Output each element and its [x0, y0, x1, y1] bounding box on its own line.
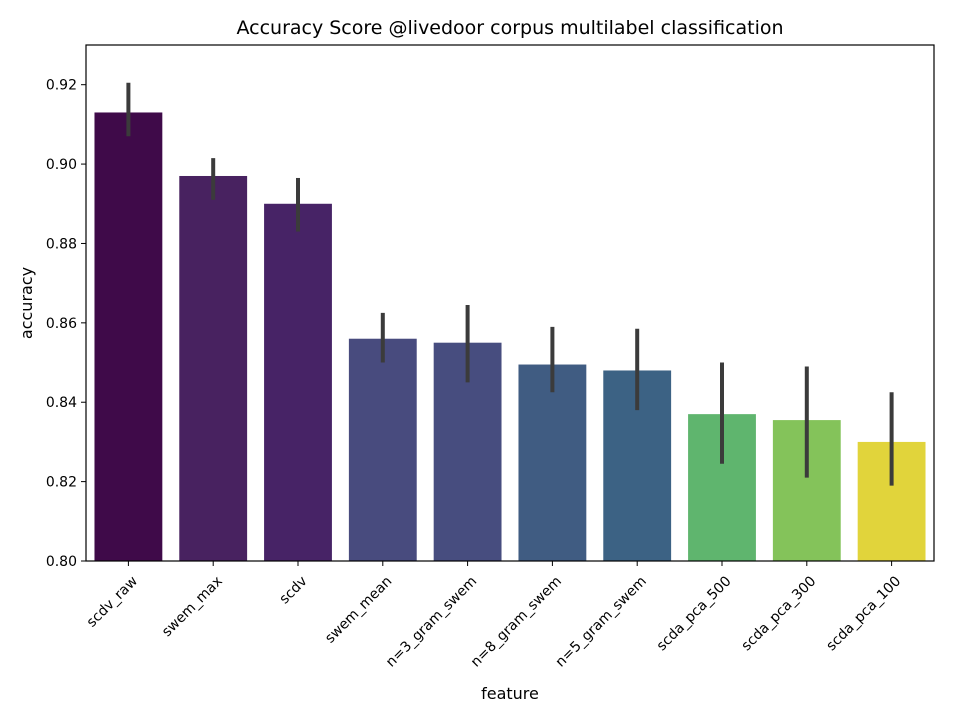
y-tick-label: 0.90	[46, 157, 77, 173]
x-tick-label: n=8_gram_swem	[468, 573, 565, 670]
x-tick-label: n=5_gram_swem	[553, 573, 650, 670]
error-bars-group	[126, 82, 894, 486]
x-tick-label: n=3_gram_swem	[383, 573, 480, 670]
y-tick-label: 0.92	[46, 78, 77, 94]
y-axis-label: accuracy	[17, 267, 36, 339]
x-tick-label: scdv	[277, 573, 311, 607]
x-tick-label: swem_max	[159, 573, 226, 640]
x-tick-label: scda_pca_300	[739, 573, 820, 654]
y-tick-label: 0.84	[46, 395, 77, 411]
plot-frame	[85, 44, 935, 562]
x-tick-label: swem_mean	[322, 573, 395, 646]
bars-group	[94, 112, 926, 561]
bar-scdv	[264, 203, 332, 561]
x-tick-label: scda_pca_100	[823, 573, 904, 654]
bar-scdv_raw	[94, 112, 163, 561]
x-tick-label: scdv_raw	[84, 573, 141, 630]
y-tick-label: 0.80	[46, 554, 77, 570]
bar-swem_mean	[348, 338, 417, 561]
bar-n=8_gram_swem	[518, 364, 587, 561]
bar-swem_max	[179, 175, 248, 561]
y-axis: 0.80 0.82 0.84 0.86 0.88 0.90 0.92	[46, 78, 86, 570]
y-tick-label: 0.82	[46, 475, 77, 491]
chart-title: Accuracy Score @livedoor corpus multilab…	[236, 17, 783, 39]
y-tick-label: 0.88	[46, 236, 77, 252]
x-tick-label: scda_pca_500	[654, 573, 735, 654]
x-axis: scdv_raw swem_max scdv swem_meann=3_gram_sw…	[84, 561, 904, 670]
x-axis-label: feature	[481, 684, 539, 703]
y-tick-label: 0.86	[46, 316, 77, 332]
